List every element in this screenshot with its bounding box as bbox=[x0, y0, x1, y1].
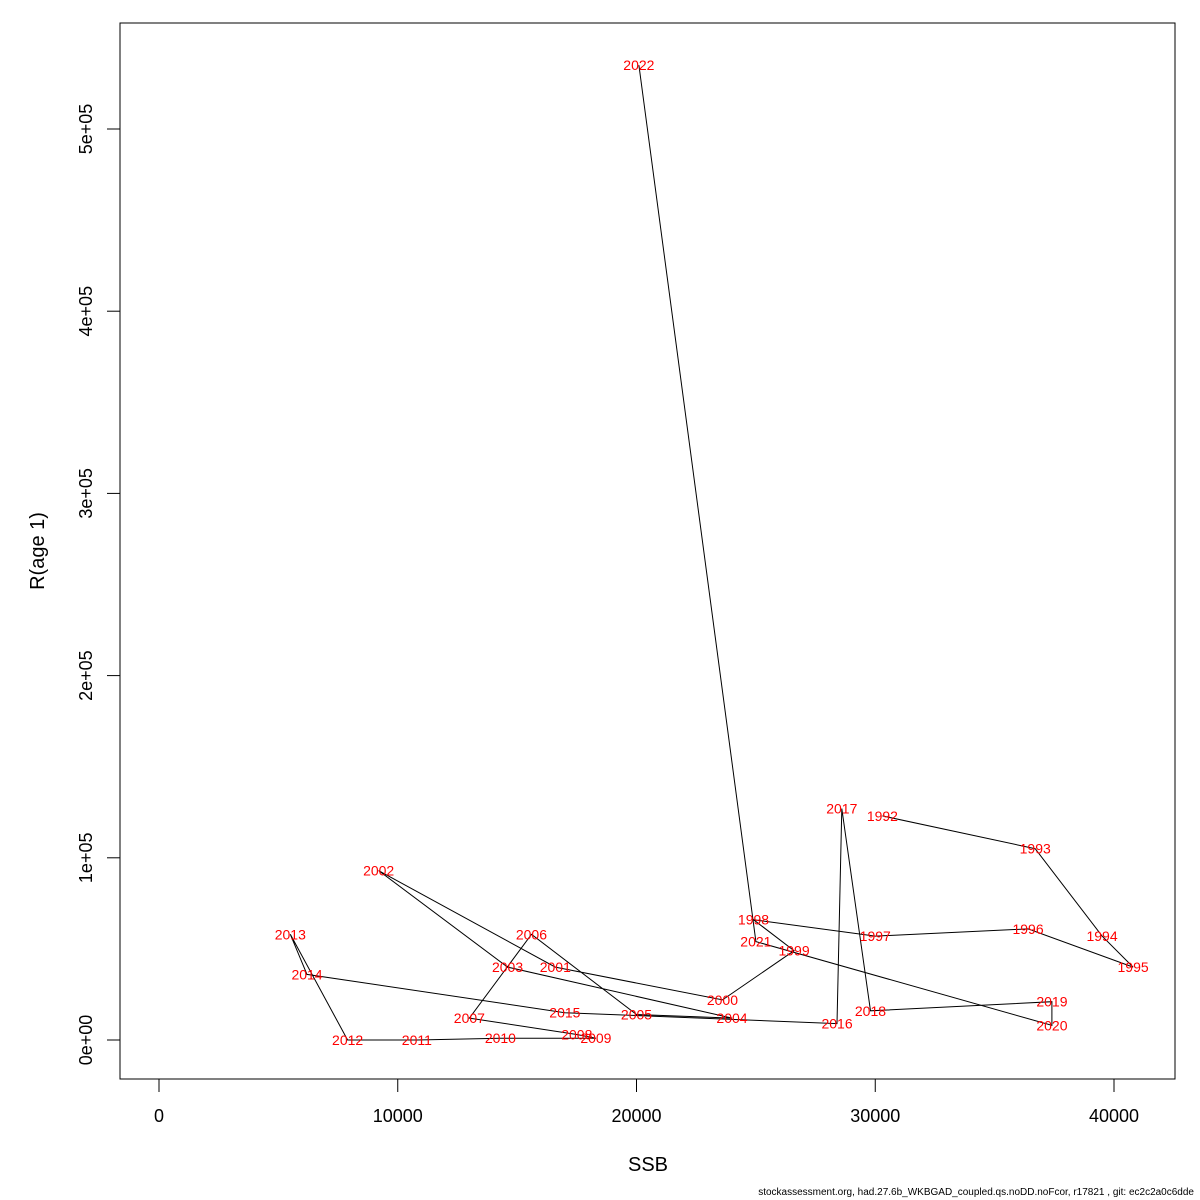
point-label-2019: 2019 bbox=[1036, 994, 1067, 1010]
point-label-2009: 2009 bbox=[580, 1030, 611, 1046]
point-label-1994: 1994 bbox=[1086, 928, 1117, 944]
point-label-1996: 1996 bbox=[1012, 921, 1043, 937]
x-tick-label: 40000 bbox=[1089, 1106, 1139, 1126]
y-tick-label: 4e+05 bbox=[76, 286, 96, 337]
point-label-2000: 2000 bbox=[707, 992, 738, 1008]
point-label-1992: 1992 bbox=[867, 808, 898, 824]
point-label-2022: 2022 bbox=[623, 57, 654, 73]
point-label-2016: 2016 bbox=[821, 1016, 852, 1032]
point-label-1993: 1993 bbox=[1020, 841, 1051, 857]
y-axis-title: R(age 1) bbox=[27, 512, 49, 590]
point-label-2020: 2020 bbox=[1036, 1017, 1067, 1033]
x-tick-label: 0 bbox=[154, 1106, 164, 1126]
point-label-2001: 2001 bbox=[540, 959, 571, 975]
point-label-1995: 1995 bbox=[1118, 959, 1149, 975]
y-tick-label: 3e+05 bbox=[76, 468, 96, 519]
point-label-2011: 2011 bbox=[402, 1032, 432, 1048]
footer-note: stockassessment.org, had.27.6b_WKBGAD_co… bbox=[758, 1187, 1194, 1198]
point-label-2005: 2005 bbox=[621, 1006, 652, 1022]
point-label-2017: 2017 bbox=[826, 801, 857, 817]
x-axis-title: SSB bbox=[628, 1154, 668, 1176]
series-line bbox=[289, 65, 1134, 1041]
y-tick-label: 1e+05 bbox=[76, 833, 96, 884]
point-label-1999: 1999 bbox=[778, 943, 809, 959]
point-label-2007: 2007 bbox=[454, 1010, 485, 1026]
x-tick-label: 10000 bbox=[373, 1106, 423, 1126]
x-tick-label: 20000 bbox=[611, 1106, 661, 1126]
point-label-2018: 2018 bbox=[855, 1003, 886, 1019]
y-tick-label: 2e+05 bbox=[76, 650, 96, 701]
point-label-1998: 1998 bbox=[738, 912, 769, 928]
series-path bbox=[289, 65, 1134, 1041]
point-label-1997: 1997 bbox=[860, 928, 891, 944]
point-label-2003: 2003 bbox=[492, 959, 523, 975]
point-label-2008: 2008 bbox=[561, 1027, 592, 1043]
point-label-2015: 2015 bbox=[549, 1005, 580, 1021]
x-axis: 0 10000 20000 30000 40000 bbox=[154, 1078, 1139, 1126]
point-label-2021: 2021 bbox=[740, 934, 771, 950]
point-label-2013: 2013 bbox=[275, 926, 306, 942]
point-label-2014: 2014 bbox=[291, 966, 322, 982]
point-label-2002: 2002 bbox=[363, 863, 394, 879]
y-axis: 0e+00 1e+05 2e+05 3e+05 4e+05 5e+05 bbox=[76, 104, 121, 1066]
y-tick-label: 0e+00 bbox=[76, 1015, 96, 1066]
point-label-2004: 2004 bbox=[716, 1010, 747, 1026]
x-tick-label: 30000 bbox=[850, 1106, 900, 1126]
point-label-2010: 2010 bbox=[485, 1030, 516, 1046]
y-tick-label: 5e+05 bbox=[76, 104, 96, 155]
point-label-2006: 2006 bbox=[516, 926, 547, 942]
point-label-2012: 2012 bbox=[332, 1032, 363, 1048]
